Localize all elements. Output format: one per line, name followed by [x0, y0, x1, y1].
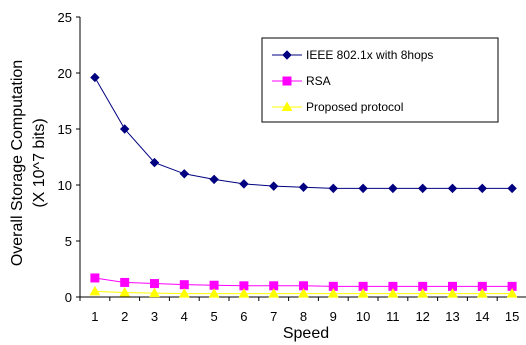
data-point [387, 288, 399, 298]
y-tick-label: 5 [65, 234, 72, 249]
data-point [149, 287, 160, 298]
data-point [447, 183, 458, 194]
data-point [327, 288, 339, 298]
data-point [298, 288, 309, 298]
y-tick-label: 10 [58, 178, 72, 193]
x-tick-label: 5 [210, 309, 217, 324]
data-point [179, 280, 189, 290]
legend-marker [281, 101, 293, 111]
x-tick-label: 4 [181, 309, 188, 324]
x-tick-label: 15 [505, 309, 519, 324]
legend-marker [282, 76, 292, 86]
data-point [149, 157, 160, 168]
data-point [120, 277, 130, 287]
data-point [90, 273, 100, 283]
data-point [268, 181, 279, 191]
legend-item: RSA [272, 74, 331, 88]
x-axis-title: Speed [283, 325, 329, 342]
data-point [209, 280, 219, 290]
y-axis-title-line1: Overall Storage Computation [9, 60, 26, 266]
x-tick-label: 14 [475, 309, 489, 324]
data-point [358, 183, 368, 194]
legend-label: RSA [306, 74, 331, 88]
y-axis-title-line2: (X 10^7 bits) [31, 118, 48, 207]
data-point [506, 288, 518, 298]
x-tick-label: 3 [151, 309, 158, 324]
series-3 [89, 285, 518, 298]
x-tick-label: 6 [240, 309, 247, 324]
x-tick-label: 1 [91, 309, 98, 324]
legend-label: IEEE 802.1x with 8hops [306, 48, 433, 62]
data-point [119, 124, 130, 134]
data-point [417, 183, 428, 194]
legend-marker [282, 50, 292, 60]
data-point [150, 279, 159, 289]
data-point [447, 288, 458, 298]
x-axis-ticks: 1 2 3 4 5 6 7 8 9 10 11 12 13 14 15 [79, 297, 519, 324]
data-point [388, 183, 398, 194]
x-tick-label: 2 [121, 309, 128, 324]
data-point [476, 288, 488, 298]
data-point [507, 183, 517, 194]
x-tick-label: 9 [330, 309, 337, 324]
data-point [268, 288, 280, 298]
legend-item: Proposed protocol [272, 100, 403, 114]
data-point [119, 287, 131, 297]
data-point [90, 72, 100, 83]
series-2 [90, 273, 517, 291]
data-point [298, 182, 309, 192]
y-tick-label: 20 [58, 66, 72, 81]
x-tick-label: 12 [415, 309, 429, 324]
data-point [328, 183, 339, 194]
data-point [477, 183, 488, 194]
data-point [357, 288, 369, 298]
y-axis-ticks: 0 5 10 15 20 25 [58, 10, 80, 305]
x-tick-label: 10 [356, 309, 370, 324]
legend-item: IEEE 802.1x with 8hops [272, 48, 433, 62]
data-point [179, 169, 190, 179]
x-tick-label: 13 [445, 309, 459, 324]
x-tick-label: 7 [270, 309, 277, 324]
data-point [209, 174, 219, 185]
y-tick-label: 0 [65, 290, 72, 305]
data-point [417, 288, 429, 298]
data-point [208, 288, 220, 298]
legend-label: Proposed protocol [306, 100, 403, 114]
x-tick-label: 8 [300, 309, 307, 324]
data-point [89, 285, 101, 296]
legend-box [261, 37, 499, 123]
series-1 [90, 72, 517, 194]
y-tick-label: 25 [58, 10, 72, 25]
data-point [238, 288, 250, 298]
legend: IEEE 802.1x with 8hops RSA Proposed protoc… [261, 37, 499, 123]
data-point [178, 288, 190, 298]
series-layer [89, 72, 518, 298]
x-tick-label: 11 [386, 309, 400, 324]
data-point [239, 179, 249, 189]
y-tick-label: 15 [58, 122, 72, 137]
